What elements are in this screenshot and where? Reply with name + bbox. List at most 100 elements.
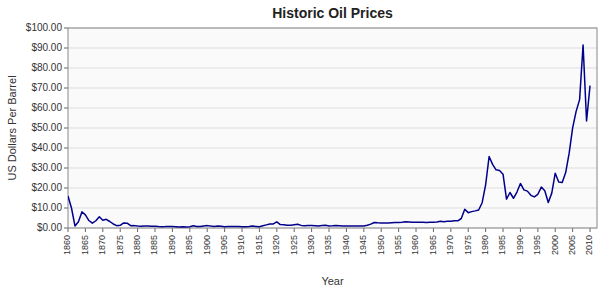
plot-frame (68, 28, 597, 228)
x-tick (416, 228, 417, 232)
y-tick (64, 168, 68, 169)
x-tick-label: 1875 (115, 235, 125, 255)
x-tick (520, 228, 521, 232)
x-tick (450, 228, 451, 232)
grid-line (68, 208, 597, 209)
x-tick (294, 228, 295, 232)
x-tick-label: 1905 (219, 235, 229, 255)
x-tick (363, 228, 364, 232)
x-tick-label: 1960 (410, 235, 420, 255)
x-tick (189, 228, 190, 232)
x-tick-label: 1950 (376, 235, 386, 255)
grid-line (68, 148, 597, 149)
title: Historic Oil Prices (272, 5, 393, 21)
x-tick (242, 228, 243, 232)
y-tick-label: $10.00 (31, 202, 62, 213)
x-tick (381, 228, 382, 232)
x-tick (172, 228, 173, 232)
x-tick-label: 1900 (202, 235, 212, 255)
y-tick-label: $30.00 (31, 162, 62, 173)
y-axis-label: US Dollars Per Barrel (6, 75, 18, 180)
x-tick-label: 1915 (254, 235, 264, 255)
y-tick-label: $80.00 (31, 62, 62, 73)
x-tick (329, 228, 330, 232)
chart: $0.00 $10.00 $20.00 $30.00 $40.00 $50.00 $60.0… (0, 0, 611, 290)
x-tick (155, 228, 156, 232)
x-tick-label: 1935 (323, 235, 333, 255)
x-tick-label: 1860 (62, 235, 72, 255)
y-tick (64, 128, 68, 129)
y-tick (64, 88, 68, 89)
y-tick-label: $0.00 (37, 222, 62, 233)
plot-area (68, 28, 597, 228)
y-tick (64, 188, 68, 189)
x-tick (590, 228, 591, 232)
x-tick-label: 1975 (463, 235, 473, 255)
x-tick-label: 1880 (132, 235, 142, 255)
y-tick-label: $90.00 (31, 42, 62, 53)
x-tick (224, 228, 225, 232)
series-group (68, 45, 590, 227)
x-tick (503, 228, 504, 232)
x-tick (85, 228, 86, 232)
x-tick-label: 1965 (428, 235, 438, 255)
y-tick-label: $60.00 (31, 102, 62, 113)
x-tick (537, 228, 538, 232)
y-tick-label: $100.00 (26, 22, 63, 33)
x-tick (120, 228, 121, 232)
x-tick-label: 2005 (567, 235, 577, 255)
y-tick-label: $70.00 (31, 82, 62, 93)
x-tick (485, 228, 486, 232)
x-tick (433, 228, 434, 232)
x-tick-label: 1945 (358, 235, 368, 255)
x-tick (555, 228, 556, 232)
x-tick (259, 228, 260, 232)
x-tick-label: 1955 (393, 235, 403, 255)
x-tick-label: 1985 (497, 235, 507, 255)
x-axis-label: Year (321, 275, 344, 287)
x-tick (346, 228, 347, 232)
x-tick-label: 1940 (341, 235, 351, 255)
grid-line (68, 128, 597, 129)
x-tick-label: 1970 (445, 235, 455, 255)
x-tick (137, 228, 138, 232)
x-tick-label: 1895 (184, 235, 194, 255)
x-tick-label: 1885 (149, 235, 159, 255)
x-tick-label: 1990 (515, 235, 525, 255)
grid-line (68, 48, 597, 49)
y-tick-label: $20.00 (31, 182, 62, 193)
x-tick (572, 228, 573, 232)
y-tick (64, 208, 68, 209)
grid-line (68, 88, 597, 89)
y-tick-label: $50.00 (31, 122, 62, 133)
y-tick (64, 148, 68, 149)
x-tick-label: 2000 (550, 235, 560, 255)
price-line (68, 45, 590, 227)
y-tick-label: $40.00 (31, 142, 62, 153)
x-tick-label: 1910 (236, 235, 246, 255)
x-tick-label: 1980 (480, 235, 490, 255)
x-tick (276, 228, 277, 232)
x-tick-label: 1865 (80, 235, 90, 255)
x-tick-label: 1925 (289, 235, 299, 255)
y-tick (64, 48, 68, 49)
y-tick (64, 68, 68, 69)
grid-line (68, 108, 597, 109)
y-tick (64, 108, 68, 109)
x-tick (102, 228, 103, 232)
x-tick-label: 1870 (97, 235, 107, 255)
x-tick (207, 228, 208, 232)
grid-line (68, 168, 597, 169)
x-tick (311, 228, 312, 232)
x-tick (468, 228, 469, 232)
x-tick-label: 1920 (271, 235, 281, 255)
x-tick (398, 228, 399, 232)
x-tick (68, 228, 69, 232)
x-tick-label: 2010 (584, 235, 594, 255)
y-tick (64, 228, 68, 229)
x-tick-label: 1930 (306, 235, 316, 255)
x-tick-label: 1890 (167, 235, 177, 255)
grid-line (68, 68, 597, 69)
x-tick-label: 1995 (532, 235, 542, 255)
y-tick (64, 28, 68, 29)
